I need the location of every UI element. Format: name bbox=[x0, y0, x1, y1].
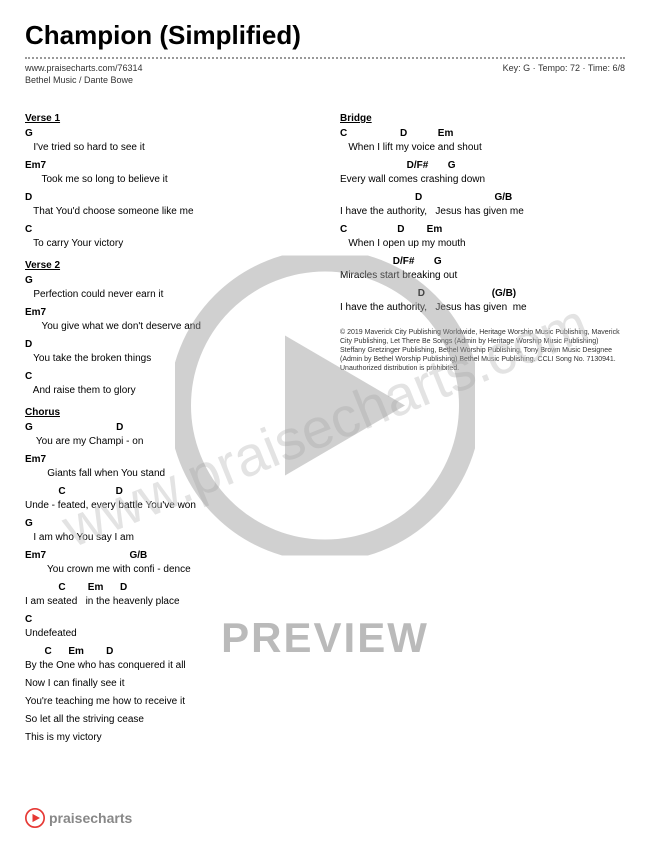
lyric-line: I am seated in the heavenly place bbox=[25, 595, 310, 608]
divider bbox=[25, 57, 625, 59]
chord-line: D bbox=[25, 191, 310, 204]
lyric-line: Unde - feated, every battle You've won bbox=[25, 499, 310, 512]
lyric-line: And raise them to glory bbox=[25, 384, 310, 397]
lyric-line: That You'd choose someone like me bbox=[25, 205, 310, 218]
lyric-line: I have the authority, Jesus has given me bbox=[340, 205, 625, 218]
lyric-line: You take the broken things bbox=[25, 352, 310, 365]
chord-line: C D Em bbox=[340, 223, 625, 236]
lyric-line: This is my victory bbox=[25, 731, 310, 744]
lyric-line: Perfection could never earn it bbox=[25, 288, 310, 301]
lyric-line: You're teaching me how to receive it bbox=[25, 695, 310, 708]
chord-line: Em7 bbox=[25, 306, 310, 319]
lyric-line: To carry Your victory bbox=[25, 237, 310, 250]
lyric-line: When I lift my voice and shout bbox=[340, 141, 625, 154]
chord-line: G bbox=[25, 127, 310, 140]
lyric-line: Miracles start breaking out bbox=[340, 269, 625, 282]
source-url: www.praisecharts.com/76314 bbox=[25, 63, 143, 73]
chord-line: C bbox=[25, 223, 310, 236]
footer-brand-text: praisecharts bbox=[49, 810, 132, 826]
chord-line: C D Em bbox=[340, 127, 625, 140]
left-column: Verse 1 G I've tried so hard to see it Em7… bbox=[25, 103, 310, 749]
chord-line: Em7 bbox=[25, 453, 310, 466]
chord-line: D (G/B) bbox=[340, 287, 625, 300]
artist-line: Bethel Music / Dante Bowe bbox=[25, 75, 625, 85]
lyric-line: Undefeated bbox=[25, 627, 310, 640]
page-title: Champion (Simplified) bbox=[25, 20, 625, 51]
section-title: Verse 1 bbox=[25, 113, 310, 124]
section-title: Bridge bbox=[340, 113, 625, 124]
right-column: Bridge C D Em When I lift my voice and sh… bbox=[340, 103, 625, 749]
chord-line: C Em D bbox=[25, 645, 310, 658]
lyric-line: When I open up my mouth bbox=[340, 237, 625, 250]
lyric-line: I am who You say I am bbox=[25, 531, 310, 544]
section-title: Verse 2 bbox=[25, 260, 310, 271]
lyric-line: Now I can finally see it bbox=[25, 677, 310, 690]
lyric-line: You crown me with confi - dence bbox=[25, 563, 310, 576]
chord-line: Em7 G/B bbox=[25, 549, 310, 562]
chord-line: D bbox=[25, 338, 310, 351]
chord-line: D/F# G bbox=[340, 255, 625, 268]
chord-line: D/F# G bbox=[340, 159, 625, 172]
lyric-line: You are my Champi - on bbox=[25, 435, 310, 448]
section-title: Chorus bbox=[25, 407, 310, 418]
lyric-line: I've tried so hard to see it bbox=[25, 141, 310, 154]
chord-line: D G/B bbox=[340, 191, 625, 204]
copyright-text: © 2019 Maverick City Publishing Worldwid… bbox=[340, 328, 625, 373]
chord-line: C D bbox=[25, 485, 310, 498]
chord-line: G bbox=[25, 274, 310, 287]
chord-line: G D bbox=[25, 421, 310, 434]
footer-logo: praisecharts bbox=[25, 808, 132, 828]
play-circle-icon bbox=[25, 808, 45, 828]
lyric-line: So let all the striving cease bbox=[25, 713, 310, 726]
chord-line: C Em D bbox=[25, 581, 310, 594]
chord-line: C bbox=[25, 613, 310, 626]
lyric-line: Giants fall when You stand bbox=[25, 467, 310, 480]
chord-line: C bbox=[25, 370, 310, 383]
lyric-line: I have the authority, Jesus has given me bbox=[340, 301, 625, 314]
song-meta: Key: G · Tempo: 72 · Time: 6/8 bbox=[503, 63, 625, 73]
chord-line: G bbox=[25, 517, 310, 530]
lyric-line: You give what we don't deserve and bbox=[25, 320, 310, 333]
lyric-line: Took me so long to believe it bbox=[25, 173, 310, 186]
lyric-line: By the One who has conquered it all bbox=[25, 659, 310, 672]
lyric-line: Every wall comes crashing down bbox=[340, 173, 625, 186]
chord-line: Em7 bbox=[25, 159, 310, 172]
